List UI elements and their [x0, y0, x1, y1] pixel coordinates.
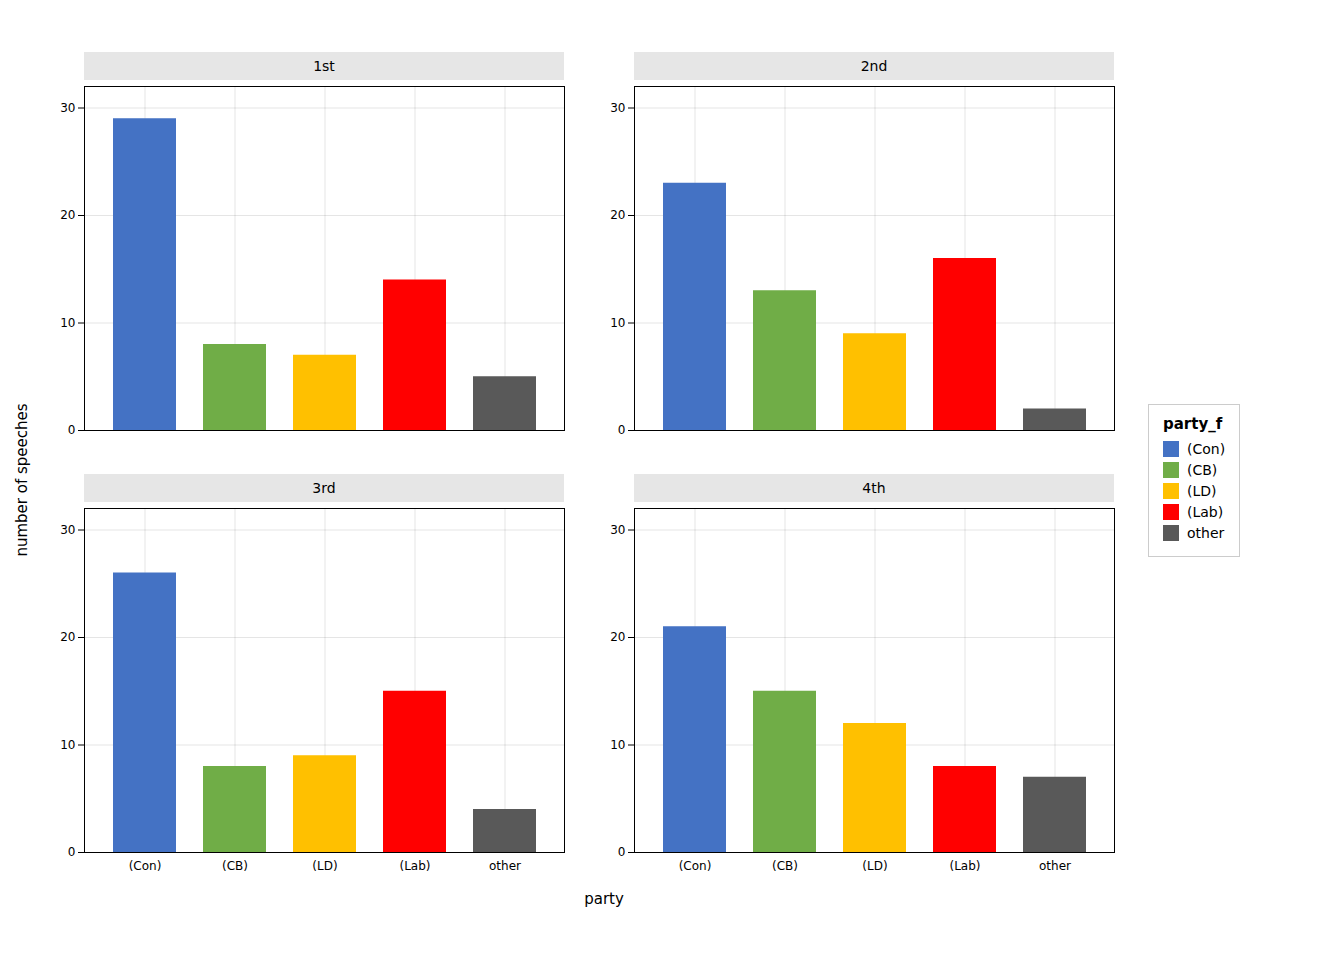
html-text:(LD): (LD)	[1187, 482, 1217, 499]
svg-text:(Lab): (Lab)	[949, 859, 980, 873]
svg-text:20: 20	[610, 208, 625, 222]
svg-text:0: 0	[618, 423, 626, 437]
html-text:(Lab): (Lab)	[1187, 503, 1224, 520]
svg-text:0: 0	[68, 845, 76, 859]
svg-text:30: 30	[60, 523, 75, 537]
html-text:(Con): (Con)	[1187, 440, 1226, 457]
svg-text:10: 10	[610, 738, 625, 752]
svg-text:20: 20	[60, 630, 75, 644]
svg-text:(Con): (Con)	[679, 859, 712, 873]
svg-text:(CB): (CB)	[222, 859, 248, 873]
svg-text:30: 30	[60, 101, 75, 115]
html-text:party: party	[584, 890, 624, 908]
html-text:2nd: 2nd	[860, 58, 888, 74]
html-text:1st: 1st	[313, 58, 335, 74]
svg-text:30: 30	[610, 101, 625, 115]
svg-text:0: 0	[68, 423, 76, 437]
svg-text:10: 10	[610, 316, 625, 330]
html-text:party_f: party_f	[1163, 414, 1223, 433]
html-text:3rd: 3rd	[312, 480, 336, 496]
svg-text:(LD): (LD)	[312, 859, 337, 873]
svg-text:(Con): (Con)	[129, 859, 162, 873]
html-text:4th: 4th	[862, 480, 886, 496]
svg-text:(CB): (CB)	[772, 859, 798, 873]
html-text:other: other	[1187, 524, 1225, 541]
svg-text:20: 20	[60, 208, 75, 222]
svg-text:other: other	[1039, 859, 1071, 873]
html-text:number of speeches: number of speeches	[13, 403, 31, 557]
html-text:(CB): (CB)	[1187, 461, 1218, 478]
svg-text:(Lab): (Lab)	[399, 859, 430, 873]
svg-text:(LD): (LD)	[862, 859, 887, 873]
svg-text:10: 10	[60, 738, 75, 752]
svg-text:10: 10	[60, 316, 75, 330]
svg-text:0: 0	[618, 845, 626, 859]
svg-text:other: other	[489, 859, 521, 873]
svg-text:30: 30	[610, 523, 625, 537]
svg-text:20: 20	[610, 630, 625, 644]
